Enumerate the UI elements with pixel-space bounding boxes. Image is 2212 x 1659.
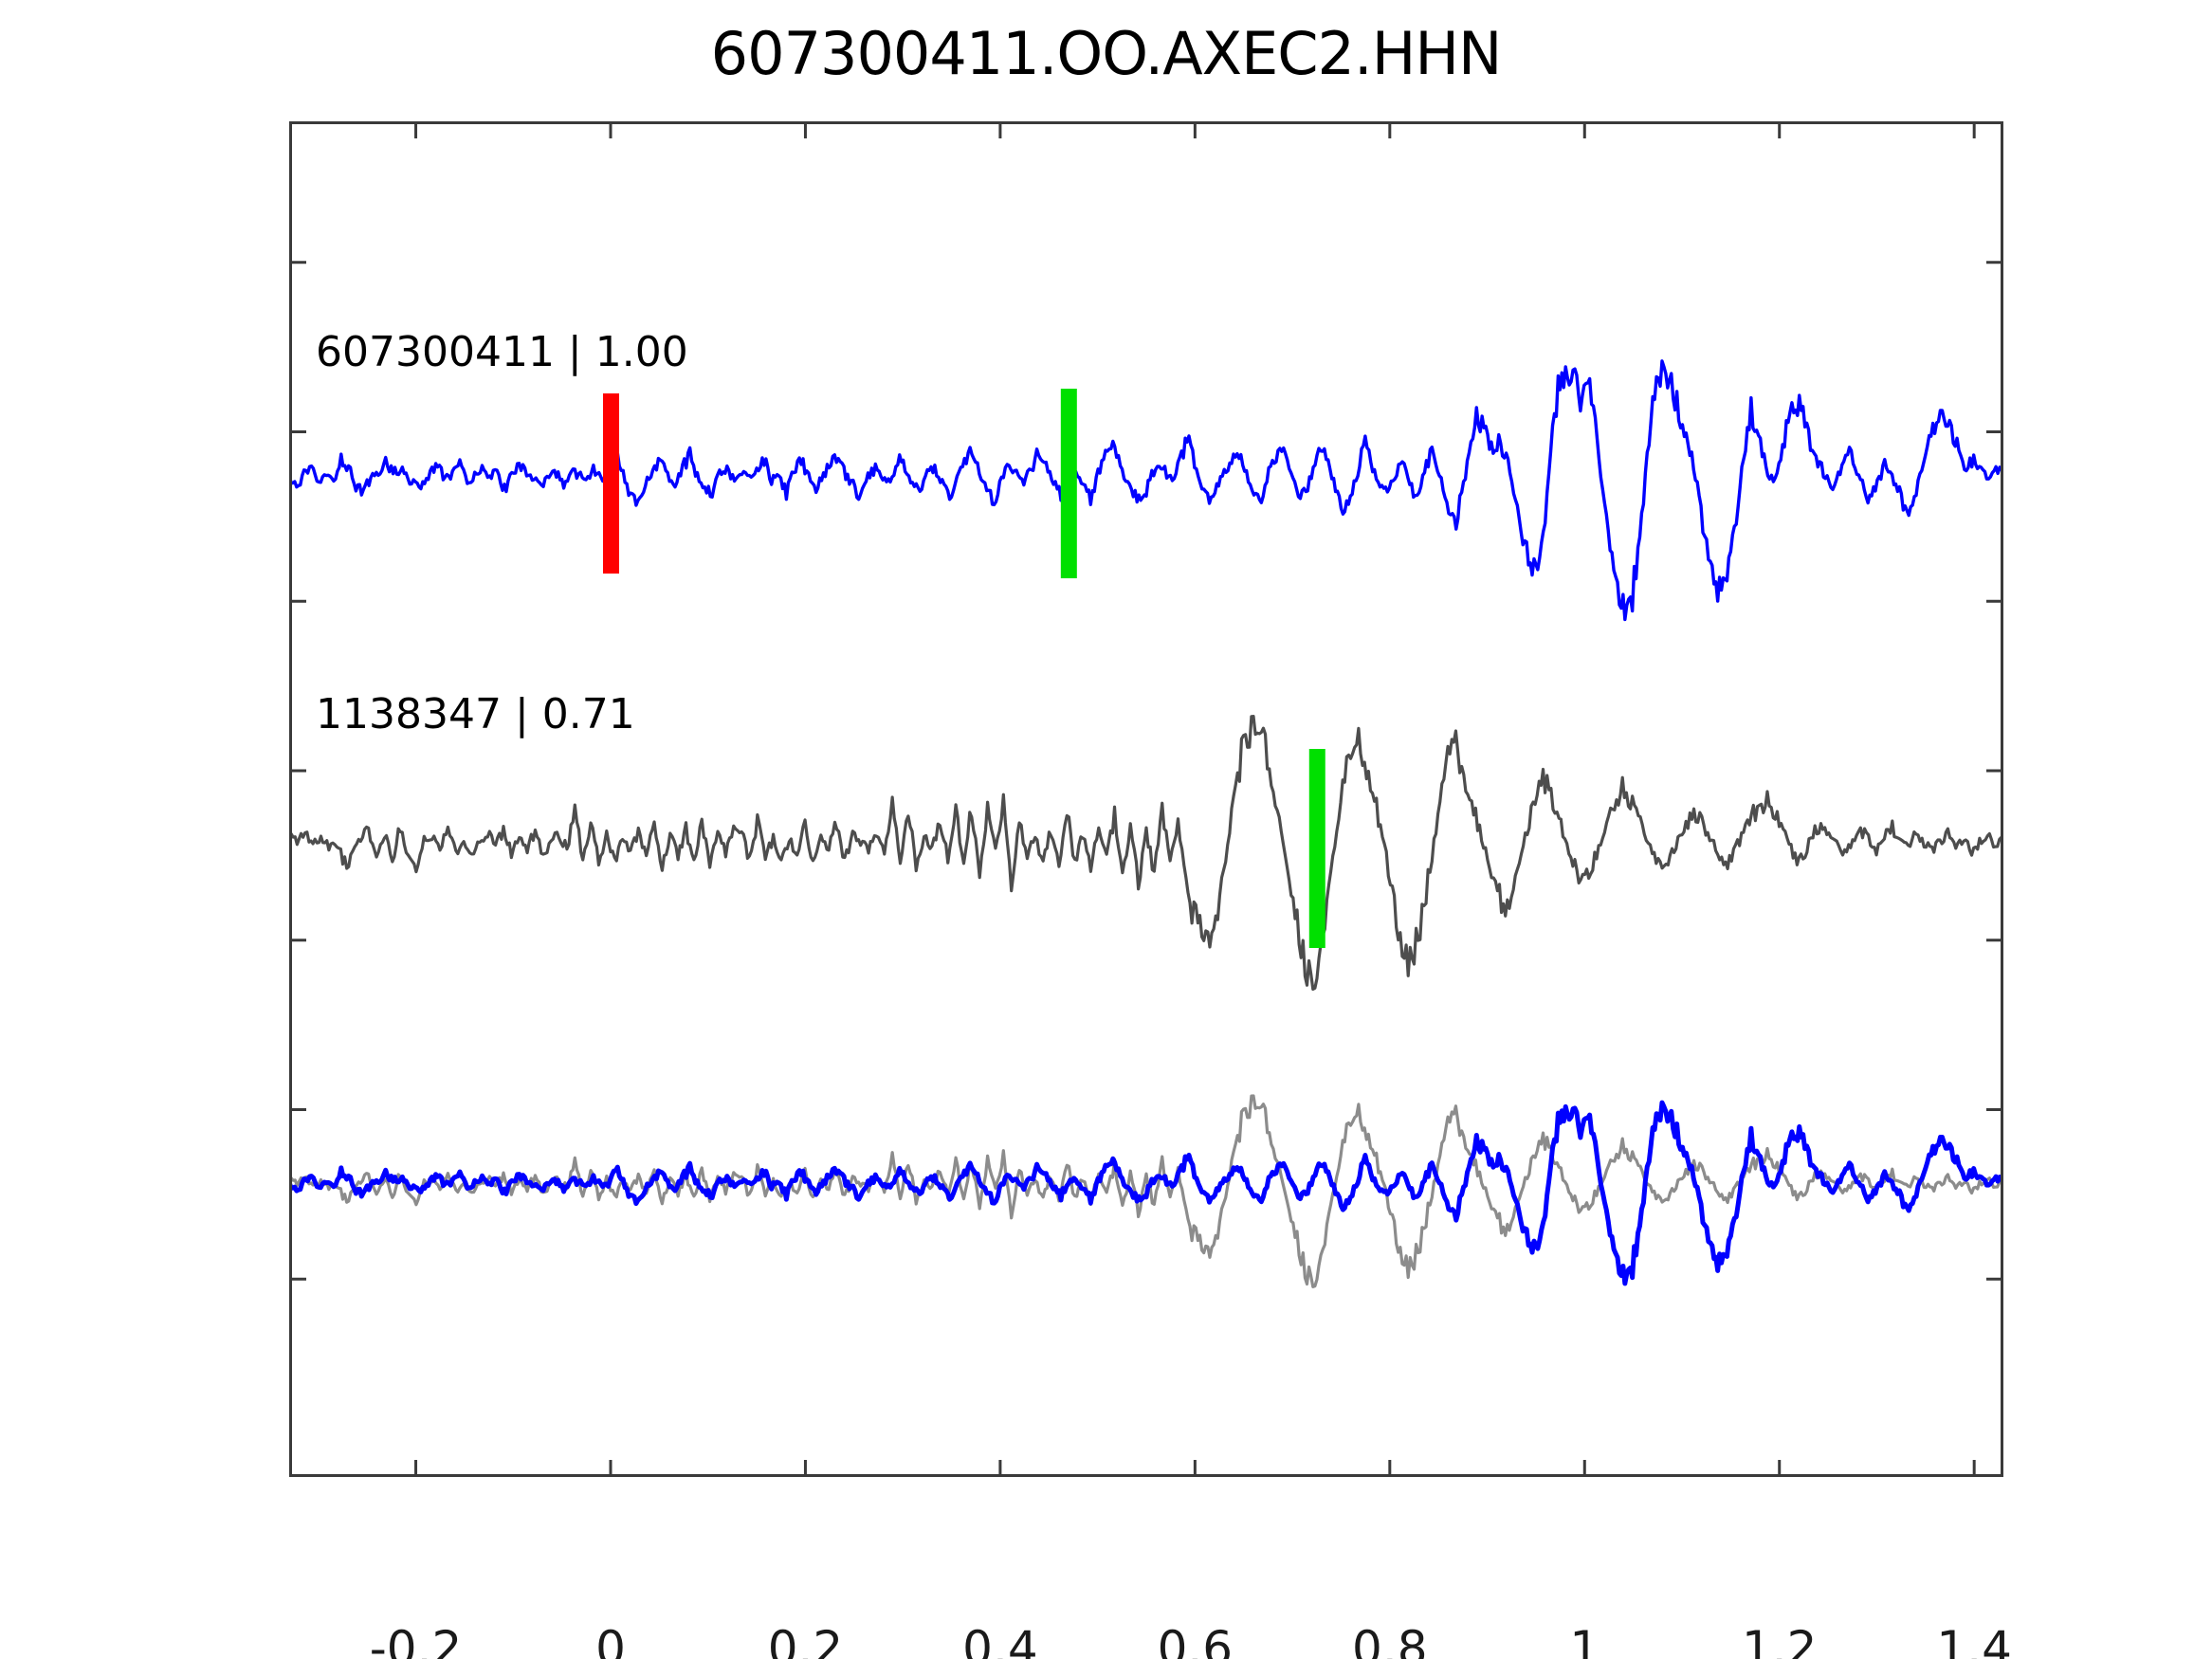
x-tick-label: 1.4: [1936, 1621, 2012, 1659]
detection-trace: [289, 715, 2003, 991]
x-tick-label: 0.6: [1157, 1621, 1234, 1659]
overlay-template-trace: [289, 1100, 2003, 1286]
x-tick-label: 1: [1569, 1621, 1600, 1659]
waveform-canvas: [289, 121, 2003, 1477]
y-axis-ticks: [289, 261, 2003, 1281]
p-pick-marker: [603, 393, 619, 574]
template-trace-label: 607300411 | 1.00: [316, 328, 688, 376]
s-pick-marker-detection: [1308, 749, 1325, 948]
s-pick-marker-template: [1060, 389, 1077, 578]
plot-area: 607300411 | 1.00 1138347 | 0.71 -0.2 0 0.2…: [289, 121, 2012, 1659]
template-trace: [289, 359, 2003, 622]
detection-trace-label: 1138347 | 0.71: [316, 690, 635, 738]
x-tick-label: 0: [595, 1621, 626, 1659]
x-tick-label: 0.4: [962, 1621, 1038, 1659]
x-tick-label: 0.2: [767, 1621, 844, 1659]
x-tick-label: -0.2: [369, 1621, 463, 1659]
x-axis-ticks: [414, 121, 1976, 1477]
page-title: 607300411.OO.AXEC2.HHN: [710, 19, 1503, 88]
x-tick-label: 0.8: [1352, 1621, 1428, 1659]
x-tick-label: 1.2: [1741, 1621, 1818, 1659]
overlay-detection-trace: [289, 1094, 2003, 1288]
